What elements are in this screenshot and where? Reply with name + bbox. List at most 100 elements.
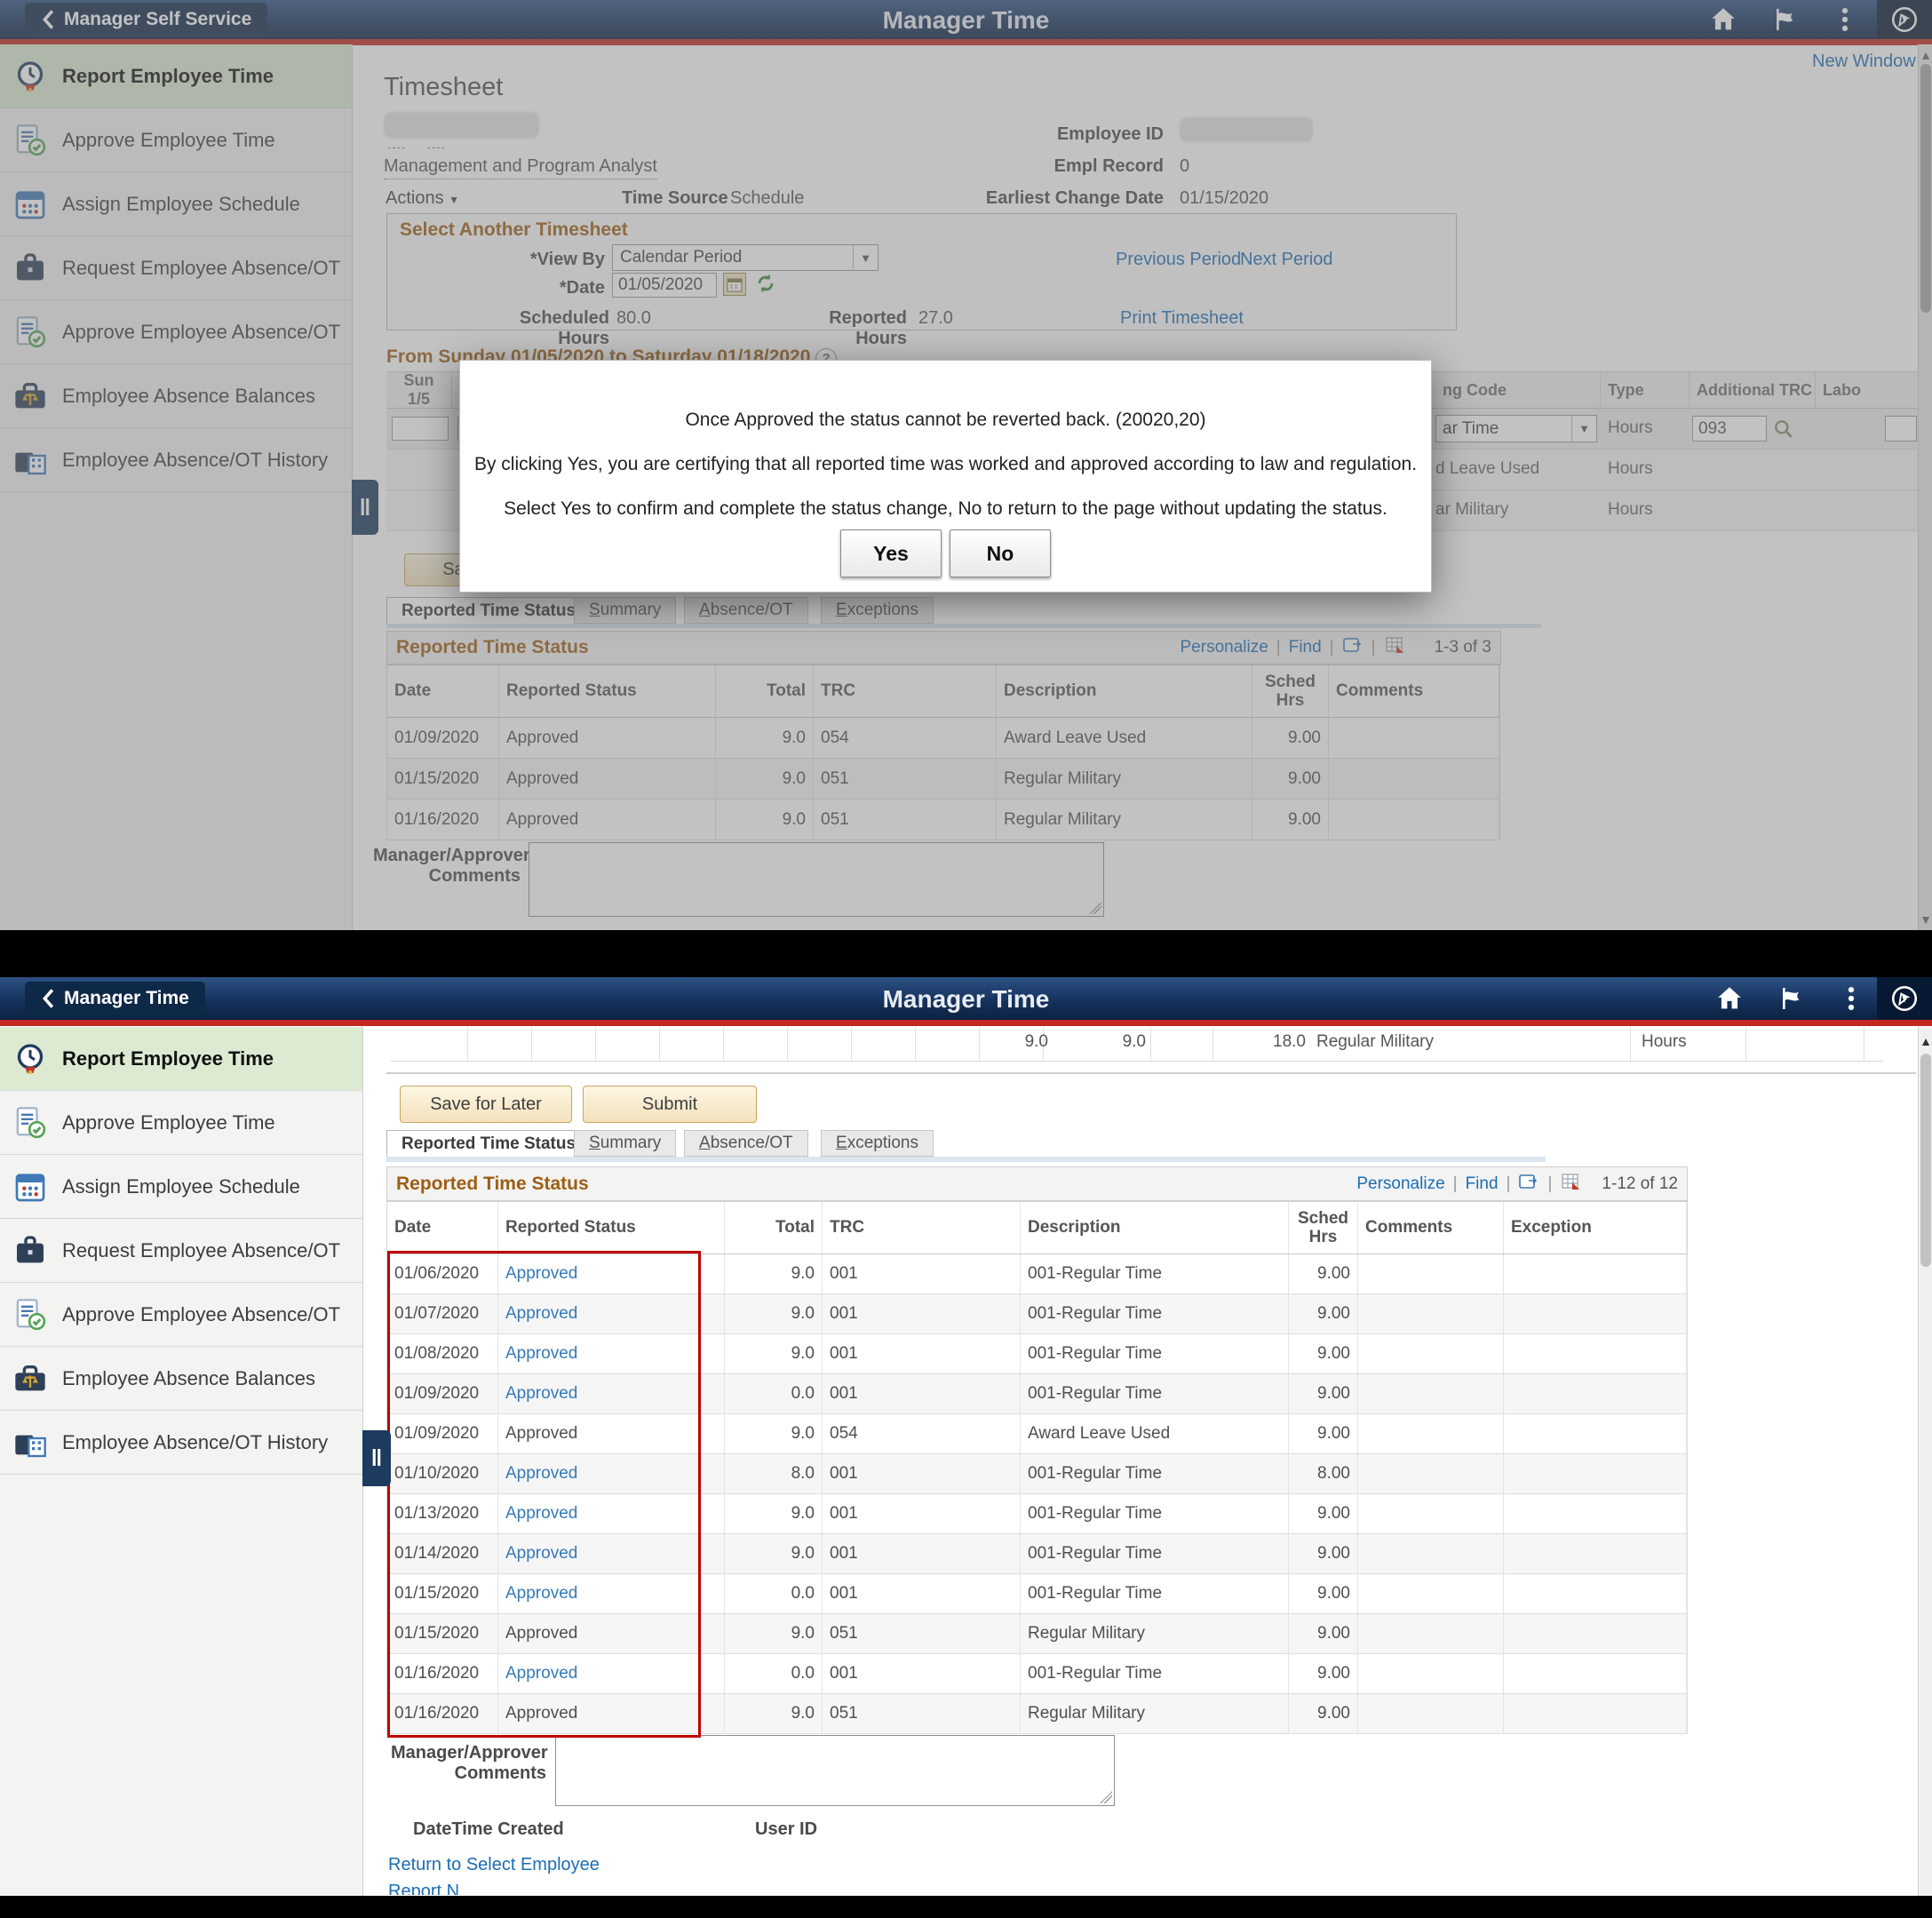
tab-absence-ot[interactable]: Absence/OT	[684, 597, 808, 624]
download-spreadsheet-icon[interactable]	[1384, 635, 1405, 660]
sidebar-item-approve-employee-time[interactable]: Approve Employee Time	[0, 108, 352, 172]
submit-button[interactable]: Submit	[583, 1086, 757, 1123]
sidebar-item-employee-absence-ot-history[interactable]: Employee Absence/OT History	[0, 428, 352, 492]
cell-reported-status[interactable]: Approved	[498, 1454, 725, 1493]
approved-link[interactable]: Approved	[505, 1544, 578, 1563]
approved-link[interactable]: Approved	[505, 1304, 578, 1323]
navbar-icon[interactable]	[1877, 0, 1932, 39]
timesheet-title: Timesheet	[384, 73, 504, 101]
approved-link[interactable]: Approved	[505, 1584, 578, 1603]
cell-reported-status[interactable]: Approved	[498, 1334, 725, 1373]
sidebar-item-assign-employee-schedule[interactable]: Assign Employee Schedule	[0, 172, 352, 236]
sidebar-collapse-handle[interactable]: ‖	[362, 1430, 391, 1486]
hours-input[interactable]	[392, 417, 449, 441]
labor-input[interactable]	[1885, 416, 1917, 442]
actions-menu[interactable]: Actions ▼	[386, 188, 460, 208]
lookup-icon[interactable]	[1772, 418, 1795, 445]
approved-link[interactable]: Approved	[505, 1384, 578, 1403]
sidebar-item-assign-employee-schedule[interactable]: Assign Employee Schedule	[0, 1155, 362, 1219]
popout-grid-icon[interactable]	[1518, 1172, 1539, 1197]
find-link[interactable]: Find	[1465, 1174, 1499, 1193]
approved-link[interactable]: Approved	[505, 1504, 578, 1523]
scrollbar-thumb[interactable]	[1920, 64, 1931, 313]
flag-icon[interactable]	[1772, 979, 1811, 1018]
sidebar-item-approve-employee-absence-ot[interactable]: Approve Employee Absence/OT	[0, 300, 352, 364]
more-menu-icon[interactable]	[1825, 0, 1864, 39]
sidebar-item-employee-absence-balances[interactable]: Employee Absence Balances	[0, 364, 352, 428]
scrollbar-thumb[interactable]	[1920, 1054, 1931, 1267]
cell-reported-status[interactable]: Approved	[498, 1494, 725, 1533]
sidebar-item-employee-absence-ot-history[interactable]: Employee Absence/OT History	[0, 1411, 362, 1475]
yes-button[interactable]: Yes	[840, 529, 942, 577]
table-row: 01/07/2020 Approved 9.0 001 001-Regular Time…	[386, 1294, 1688, 1334]
sidebar-item-request-employee-absence-ot[interactable]: Request Employee Absence/OT	[0, 1219, 362, 1283]
back-button[interactable]: Manager Time	[25, 982, 205, 1015]
find-link[interactable]: Find	[1288, 638, 1322, 657]
home-icon[interactable]	[1710, 979, 1749, 1018]
scroll-down-icon[interactable]: ▼	[1920, 912, 1932, 927]
job-title-link[interactable]: Management and Program Analyst	[384, 156, 657, 179]
trc-select[interactable]: ar Time ▼	[1435, 415, 1597, 442]
tab-exceptions[interactable]: Exceptions	[821, 1130, 934, 1157]
cell-reported-status[interactable]: Approved	[498, 1654, 725, 1693]
previous-period-link[interactable]: Previous Period	[1116, 250, 1242, 269]
tab-summary[interactable]: Summary	[574, 1130, 677, 1157]
sidebar-collapse-handle[interactable]: ‖	[352, 480, 378, 535]
vertical-scrollbar[interactable]: ▲ ▼	[1918, 44, 1932, 930]
cell-reported-status[interactable]: Approved	[498, 1534, 725, 1573]
approved-link[interactable]: Approved	[505, 1344, 578, 1363]
scroll-up-icon[interactable]: ▲	[1920, 48, 1932, 62]
flag-icon[interactable]	[1766, 0, 1805, 39]
scroll-up-icon[interactable]: ▲	[1920, 1034, 1932, 1048]
cell-exception	[1504, 1654, 1687, 1693]
no-button[interactable]: No	[950, 529, 1051, 577]
approved-link[interactable]: Approved	[505, 1664, 578, 1683]
sidebar-item-request-employee-absence-ot[interactable]: Request Employee Absence/OT	[0, 236, 352, 300]
sidebar-item-label: Report Employee Time	[62, 1047, 274, 1070]
manager-approver-comments-textarea[interactable]	[529, 842, 1104, 917]
popout-grid-icon[interactable]	[1342, 635, 1364, 660]
cell-reported-status[interactable]: Approved	[498, 1374, 725, 1413]
save-for-later-button[interactable]: Save for Later	[400, 1086, 572, 1123]
cell-sched-hrs: 8.00	[1289, 1454, 1358, 1493]
cell-reported-status[interactable]: Approved	[498, 1254, 725, 1293]
personalize-link[interactable]: Personalize	[1356, 1174, 1445, 1193]
tab-strip-underline	[386, 1157, 1546, 1162]
refresh-icon[interactable]	[753, 271, 778, 300]
cell-reported-status[interactable]: Approved	[498, 1574, 725, 1613]
new-window-link[interactable]: New Window	[1812, 52, 1916, 71]
return-to-select-employee-link[interactable]: Return to Select Employee	[388, 1855, 600, 1874]
next-period-link[interactable]: Next Period	[1240, 250, 1333, 269]
cell-comments	[1358, 1614, 1504, 1653]
timesheet-totals-row: 9.0 9.0 18.0 Regular Military Hours	[391, 1027, 1883, 1062]
approved-link[interactable]: Approved	[505, 1264, 578, 1283]
view-by-select[interactable]: Calendar Period ▼	[612, 244, 879, 271]
personalize-link[interactable]: Personalize	[1180, 638, 1268, 657]
vertical-scrollbar[interactable]: ▲	[1918, 1027, 1932, 1896]
additional-trc-input[interactable]: 093	[1692, 416, 1767, 442]
tab-exceptions[interactable]: Exceptions	[821, 597, 934, 624]
tab-summary[interactable]: Summary	[574, 597, 677, 624]
calendar-picker-icon[interactable]	[723, 273, 746, 296]
date-input[interactable]: 01/05/2020	[612, 273, 717, 298]
sidebar-item-employee-absence-balances[interactable]: Employee Absence Balances	[0, 1347, 362, 1411]
cell-reported-status[interactable]: Approved	[498, 1294, 725, 1333]
sidebar-item-report-employee-time[interactable]: Report Employee Time	[0, 44, 352, 108]
sidebar-item-report-employee-time[interactable]: Report Employee Time	[0, 1027, 362, 1091]
back-button[interactable]: Manager Self Service	[25, 3, 268, 36]
user-id-label: User ID	[755, 1819, 818, 1839]
download-spreadsheet-icon[interactable]	[1560, 1172, 1581, 1197]
cell-sched-hrs: 9.00	[1289, 1614, 1358, 1653]
tab-reported-time-status[interactable]: Reported Time Status	[386, 1130, 592, 1157]
navbar-icon[interactable]	[1877, 977, 1932, 1020]
home-icon[interactable]	[1704, 0, 1743, 39]
manager-approver-comments-textarea[interactable]	[555, 1735, 1115, 1806]
clipped-link[interactable]: Report N	[388, 1882, 460, 1895]
sidebar-item-approve-employee-absence-ot[interactable]: Approve Employee Absence/OT	[0, 1283, 362, 1347]
approved-link[interactable]: Approved	[505, 1464, 578, 1483]
tab-absence-ot[interactable]: Absence/OT	[684, 1130, 808, 1157]
sidebar-item-approve-employee-time[interactable]: Approve Employee Time	[0, 1091, 362, 1155]
print-timesheet-link[interactable]: Print Timesheet	[1120, 308, 1244, 328]
more-menu-icon[interactable]	[1832, 979, 1871, 1018]
tab-reported-time-status[interactable]: Reported Time Status	[386, 597, 592, 624]
